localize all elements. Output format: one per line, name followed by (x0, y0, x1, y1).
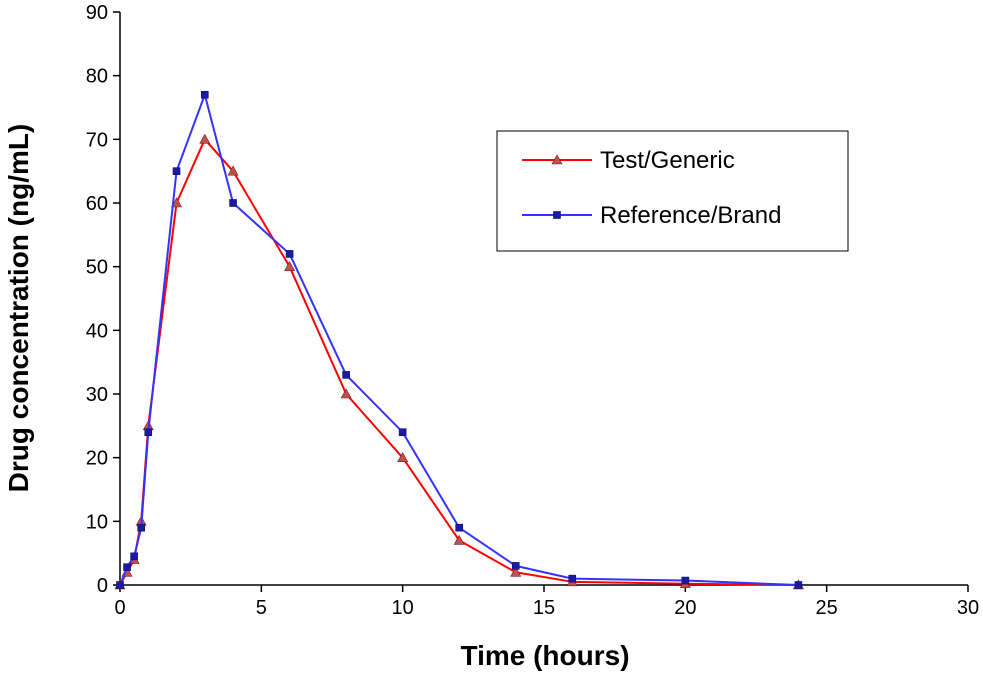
x-tick-label: 5 (256, 597, 267, 619)
data-point (199, 133, 211, 144)
data-point (568, 574, 577, 583)
data-point (201, 90, 209, 99)
data-point (397, 452, 409, 462)
y-tick-label: 90 (86, 2, 108, 24)
data-point (681, 576, 690, 585)
x-tick-label: 20 (674, 597, 696, 619)
y-tick-label: 0 (97, 575, 108, 597)
legend-box (496, 130, 849, 252)
data-point (172, 167, 181, 175)
legend-marker (553, 211, 561, 219)
series-2 (116, 90, 803, 589)
series-line (119, 93, 799, 586)
y-tick-label: 60 (86, 193, 108, 215)
legend: Test/Generic Reference/Brand (496, 130, 849, 252)
legend-marker (551, 154, 563, 165)
data-point (123, 563, 131, 571)
y-tick-label: 30 (86, 384, 108, 406)
y-ticks: 0 10 20 30 40 50 60 70 80 90 (86, 2, 120, 597)
legend-label: Reference/Brand (600, 202, 781, 229)
x-tick-label: 25 (816, 597, 838, 619)
y-tick-label: 50 (86, 257, 108, 279)
data-point (794, 581, 803, 589)
data-point (342, 371, 350, 379)
data-point (144, 428, 153, 437)
data-point (116, 581, 124, 589)
data-point (284, 261, 296, 271)
data-point (285, 250, 294, 258)
y-tick-label: 10 (86, 511, 108, 533)
x-tick-label: 0 (114, 597, 125, 619)
y-tick-label: 40 (86, 320, 108, 342)
y-tick-label: 20 (86, 448, 108, 470)
data-point (511, 562, 520, 570)
data-point (227, 165, 239, 176)
x-tick-label: 10 (392, 597, 414, 619)
data-point (130, 552, 138, 561)
data-point (340, 388, 352, 399)
series-layer (114, 90, 804, 590)
x-axis-title: Time (hours) (460, 640, 629, 671)
data-point (137, 523, 145, 532)
y-tick-label: 70 (86, 129, 108, 151)
data-point (455, 523, 464, 532)
legend-entry: Reference/Brand (522, 202, 781, 229)
data-point (229, 199, 237, 207)
x-tick-label: 30 (957, 597, 979, 619)
data-point (453, 534, 465, 545)
y-tick-label: 80 (86, 66, 108, 88)
x-ticks: 0 5 10 15 20 25 30 (114, 585, 979, 619)
data-point (398, 428, 407, 437)
legend-label: Test/Generic (600, 147, 735, 174)
y-axis-title: Drug concentration (ng/mL) (3, 124, 34, 493)
x-tick-label: 15 (533, 597, 555, 619)
data-point (510, 566, 522, 577)
legend-entry: Test/Generic (522, 147, 735, 174)
axes (119, 12, 968, 586)
